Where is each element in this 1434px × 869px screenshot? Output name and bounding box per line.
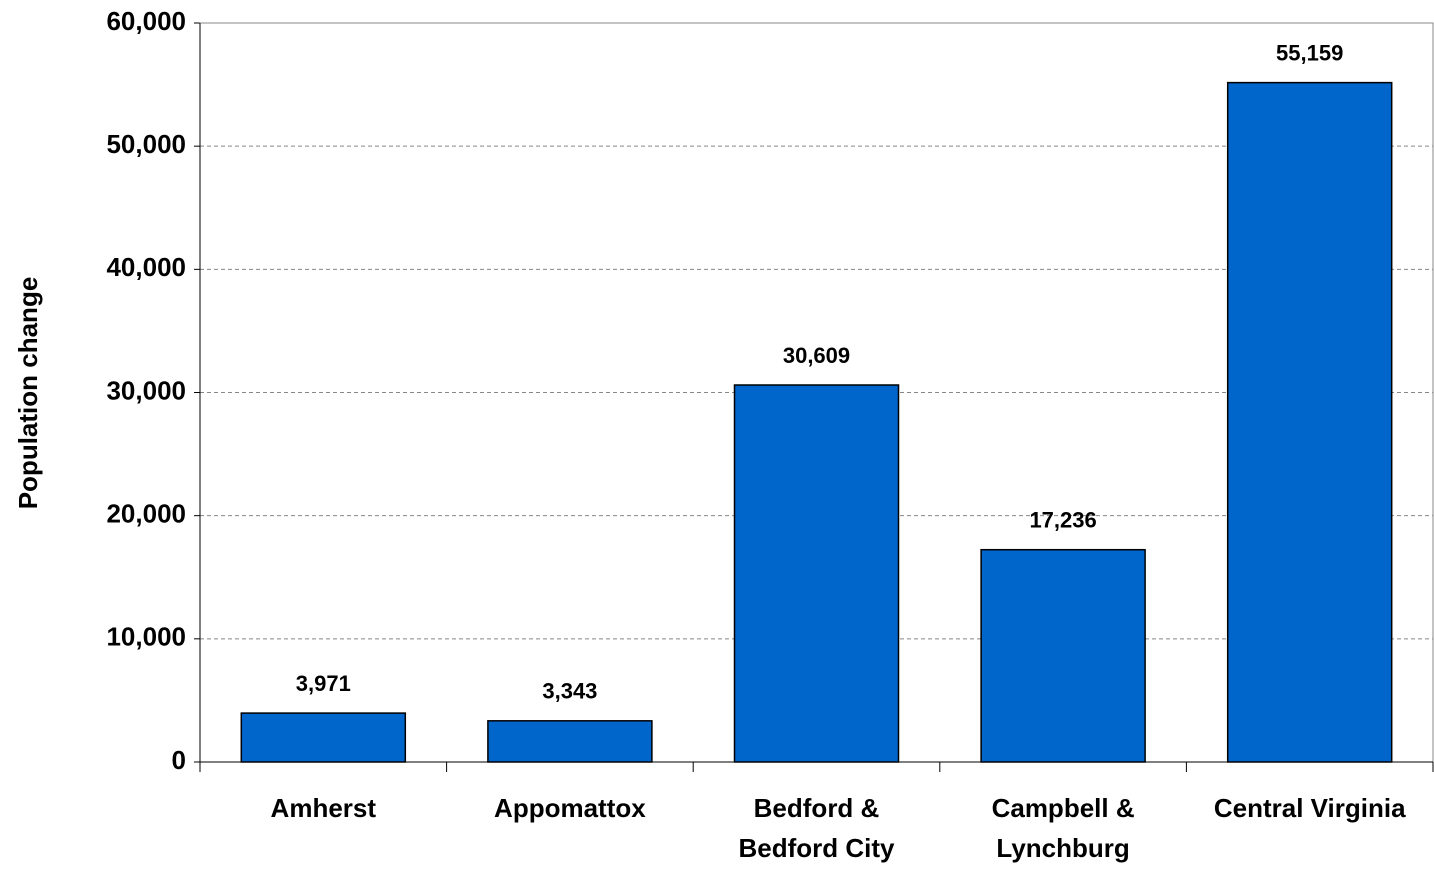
y-tick-label: 10,000 (106, 622, 186, 652)
value-label: 17,236 (1029, 508, 1096, 533)
bar (733, 384, 900, 763)
y-tick-label: 60,000 (106, 6, 186, 36)
value-label: 3,971 (296, 671, 351, 696)
x-tick-label: Bedford & Bedford City (738, 793, 895, 863)
bar (980, 548, 1146, 763)
y-tick-label: 20,000 (106, 499, 186, 529)
bar (487, 720, 653, 763)
x-tick-label: Appomattox (494, 793, 646, 823)
y-tick-label: 40,000 (106, 252, 186, 282)
value-label: 30,609 (783, 343, 850, 368)
x-tick-label: Central Virginia (1213, 793, 1406, 823)
y-tick-label: 50,000 (106, 129, 186, 159)
bar (240, 712, 407, 763)
y-tick-label: 0 (172, 745, 186, 775)
x-tick-label: Amherst (270, 793, 377, 823)
y-tick-label: 30,000 (106, 375, 186, 405)
x-tick-label: Campbell & Lynchburg (991, 793, 1135, 863)
y-axis-title: Population change (13, 277, 43, 510)
bar (1226, 81, 1393, 763)
value-label: 55,159 (1276, 40, 1343, 65)
value-label: 3,343 (542, 679, 597, 704)
